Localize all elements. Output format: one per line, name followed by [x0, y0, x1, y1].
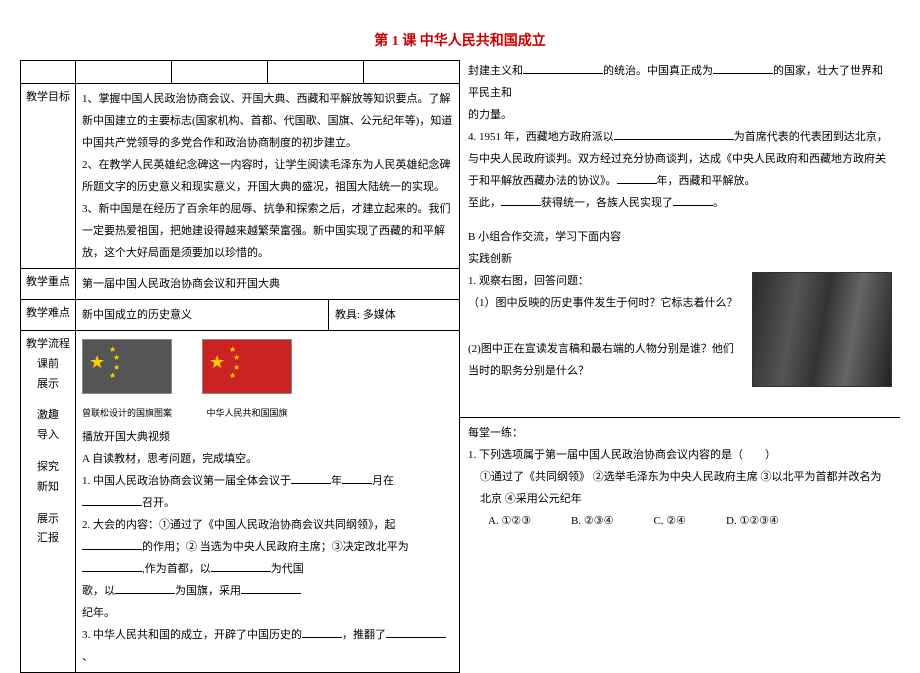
choices: A. ①②③ B. ②③④ C. ②④ D. ①②③④	[468, 510, 892, 532]
diff-text: 新中国成立的历史意义	[76, 300, 329, 330]
q3-a: 3. 中华人民共和国的成立，开辟了中国历史的	[82, 629, 302, 641]
q3-b: ，推翻了	[342, 629, 386, 641]
q2-d: ,作为首都，以	[142, 563, 211, 575]
q2-f: 歌，以	[82, 585, 115, 597]
q2-c: 当选为中央人民政府主席；③决定改北平为	[200, 541, 409, 553]
flag-2-img: ★ ★ ★ ★ ★	[202, 339, 292, 394]
flow-label-4: 激趣	[37, 406, 59, 426]
flag-1-img: ★ ★ ★ ★ ★	[82, 339, 172, 394]
q2-b: 的作用；②	[142, 541, 197, 553]
diff-content: 新中国成立的历史意义 教具: 多媒体	[76, 300, 459, 330]
focus-text: 第一届中国人民政治协商会议和开国大典	[76, 269, 459, 299]
q2: 2. 大会的内容：①通过了《中国人民政治协商会议共同纲领》，起的作用；② 当选为…	[82, 514, 453, 580]
r1-d: 的力量。	[468, 104, 892, 126]
aids-label: 教具: 多媒体	[329, 300, 459, 330]
q3-c: 、	[82, 651, 93, 663]
flow-label-7: 新知	[37, 478, 59, 498]
left-column: 教学目标 1、掌握中国人民政治协商会议、开国大典、西藏和平解放等知识要点。了解新…	[20, 60, 460, 673]
r4-c: 年，西藏和平解放。	[657, 175, 756, 187]
flow-row: 教学流程 课前 展示 激趣 导入 探究 新知 展示 汇报 ★ ★	[21, 331, 459, 672]
goal-row: 教学目标 1、掌握中国人民政治协商会议、开国大典、西藏和平解放等知识要点。了解新…	[21, 84, 459, 269]
flow-label-8: 展示	[37, 510, 59, 530]
r5-c: 。	[713, 197, 724, 209]
goal-label: 教学目标	[21, 84, 76, 268]
diff-label: 教学难点	[21, 300, 76, 330]
flow-label-6: 探究	[37, 458, 59, 478]
flow-label-9: 汇报	[37, 529, 59, 549]
q2-g: 为国旗，采用	[175, 585, 241, 597]
flow-label-5: 导入	[37, 426, 59, 446]
r5: 至此， 获得统一，各族人民实现了 。	[468, 192, 892, 214]
goal-text-1: 1、掌握中国人民政治协商会议、开国大典、西藏和平解放等知识要点。了解新中国建立的…	[82, 88, 453, 154]
flag-1: ★ ★ ★ ★ ★ 曾联松设计的国旗图案	[82, 339, 172, 422]
goal-text-2: 2、在教学人民英雄纪念碑这一内容时，让学生阅读毛泽东为人民英雄纪念碑所题文字的历…	[82, 154, 453, 198]
rb-a: B 小组合作交流，学习下面内容	[468, 226, 892, 248]
q3: 3. 中华人民共和国的成立，开辟了中国历史的 ，推翻了、	[82, 624, 453, 668]
choice-d: D. ①②③④	[726, 510, 779, 532]
ex1-opts: ①通过了《共同纲领》 ②选举毛泽东为中央人民政府主席 ③以北平为首都并改名为北京…	[468, 466, 892, 510]
q1-a: 1. 中国人民政治协商会议第一届全体会议于	[82, 475, 291, 487]
q1-c: 月在	[372, 475, 394, 487]
r1-b: 的统治。中国真正成为	[603, 65, 713, 77]
rb-b: 实践创新	[468, 248, 892, 270]
header-blank-row	[21, 61, 459, 84]
ex-label: 每堂一练：	[468, 418, 892, 444]
r1-a: 封建主义和	[468, 65, 523, 77]
history-photo	[752, 272, 892, 387]
diff-row: 教学难点 新中国成立的历史意义 教具: 多媒体	[21, 300, 459, 331]
focus-row: 教学重点 第一届中国人民政治协商会议和开国大典	[21, 269, 459, 300]
flow-labels: 教学流程 课前 展示 激趣 导入 探究 新知 展示 汇报	[21, 331, 76, 672]
q1: 1. 中国人民政治协商会议第一届全体会议于 年 月在召开。	[82, 470, 453, 514]
goal-text-3: 3、新中国是在经历了百余年的屈辱、抗争和探索之后，才建立起来的。我们一定要热爱祖…	[82, 198, 453, 264]
flow-label-2: 课前	[37, 355, 59, 375]
goal-content: 1、掌握中国人民政治协商会议、开国大典、西藏和平解放等知识要点。了解新中国建立的…	[76, 84, 459, 268]
q1-d: 召开。	[142, 497, 175, 509]
flow-content: ★ ★ ★ ★ ★ 曾联松设计的国旗图案 ★ ★ ★ ★	[76, 331, 459, 672]
r4-a: 4. 1951 年，西藏地方政府派以	[468, 131, 614, 143]
flag-2-caption: 中华人民共和国国旗	[202, 404, 292, 422]
flag-images: ★ ★ ★ ★ ★ 曾联松设计的国旗图案 ★ ★ ★ ★	[82, 339, 453, 422]
focus-label: 教学重点	[21, 269, 76, 299]
lesson-title: 第 1 课 中华人民共和国成立	[20, 30, 900, 50]
q2-a: 2. 大会的内容：①通过了《中国人民政治协商会议共同纲领》，起	[82, 519, 396, 531]
flag-2: ★ ★ ★ ★ ★ 中华人民共和国国旗	[202, 339, 292, 422]
r4: 4. 1951 年，西藏地方政府派以为首席代表的代表团到达北京，与中央人民政府谈…	[468, 126, 892, 192]
q2-line2: 歌，以 为国旗，采用	[82, 580, 453, 602]
choice-a: A. ①②③	[488, 510, 531, 532]
flow-label-1: 教学流程	[26, 335, 70, 355]
right-column: 封建主义和的统治。中国真正成为的国家，壮大了世界和平民主和 的力量。 4. 19…	[460, 60, 900, 673]
flow-label-3: 展示	[37, 375, 59, 395]
r1: 封建主义和的统治。中国真正成为的国家，壮大了世界和平民主和	[468, 60, 892, 104]
q2-h: 纪年。	[82, 602, 453, 624]
q2-e: 为代国	[271, 563, 304, 575]
flow-b: A 自读教材，思考问题，完成填空。	[82, 448, 453, 470]
choice-c: C. ②④	[653, 510, 686, 532]
flow-a: 播放开国大典视频	[82, 426, 453, 448]
flag-1-caption: 曾联松设计的国旗图案	[82, 404, 172, 422]
r5-b: 获得统一，各族人民实现了	[541, 197, 673, 209]
two-column-layout: 教学目标 1、掌握中国人民政治协商会议、开国大典、西藏和平解放等知识要点。了解新…	[20, 60, 900, 673]
choice-b: B. ②③④	[571, 510, 613, 532]
ex1: 1. 下列选项属于第一届中国人民政治协商会议内容的是（ ）	[468, 444, 892, 466]
q1-b: 年	[331, 475, 342, 487]
r5-a: 至此，	[468, 197, 501, 209]
